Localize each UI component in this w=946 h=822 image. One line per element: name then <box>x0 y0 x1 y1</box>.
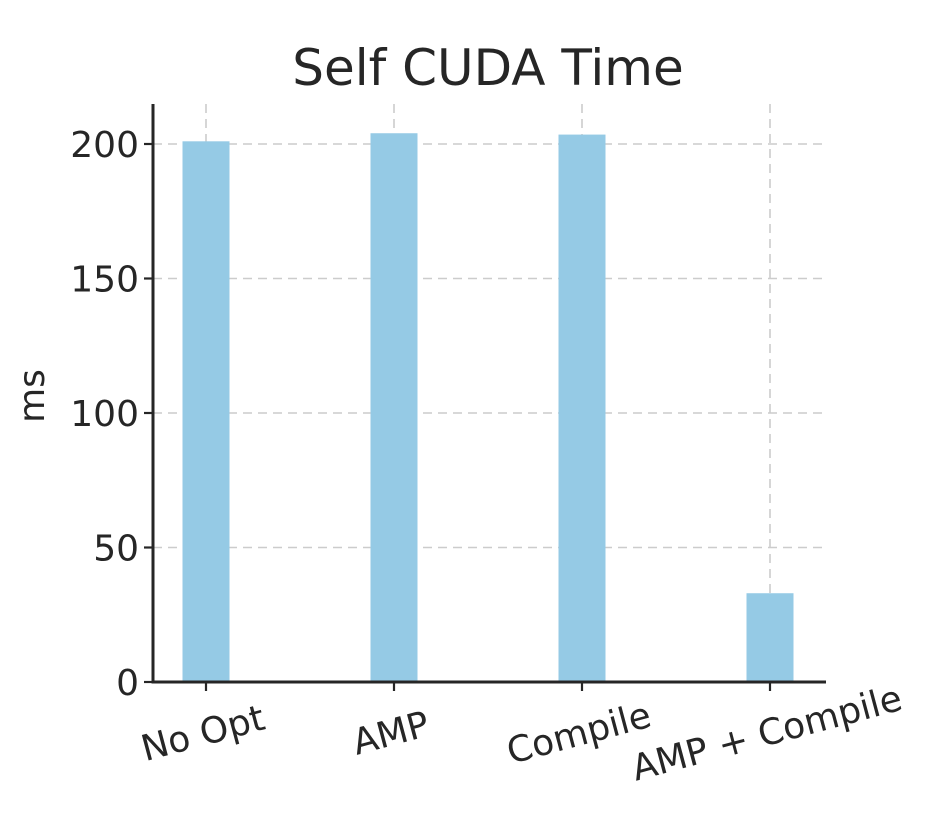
axes <box>151 104 826 684</box>
y-tick-label: 50 <box>93 529 139 570</box>
y-tick-label: 200 <box>70 125 139 166</box>
bar <box>370 133 418 683</box>
bar <box>182 141 230 682</box>
y-tick-label: 0 <box>116 663 139 704</box>
x-tick-label: AMP + Compile <box>628 678 907 789</box>
grid-lines <box>153 104 826 682</box>
y-tick-label: 100 <box>70 394 139 435</box>
bars <box>182 133 794 683</box>
y-ticks: 0 50 100 150 200 <box>70 125 153 704</box>
y-tick-label: 150 <box>70 260 139 301</box>
x-tick-label: AMP <box>348 704 433 764</box>
x-tick-label: No Opt <box>137 698 269 770</box>
bar <box>558 134 606 682</box>
chart-title: Self CUDA Time <box>292 39 683 97</box>
y-axis-label: ms <box>12 369 53 423</box>
bar <box>746 593 794 682</box>
